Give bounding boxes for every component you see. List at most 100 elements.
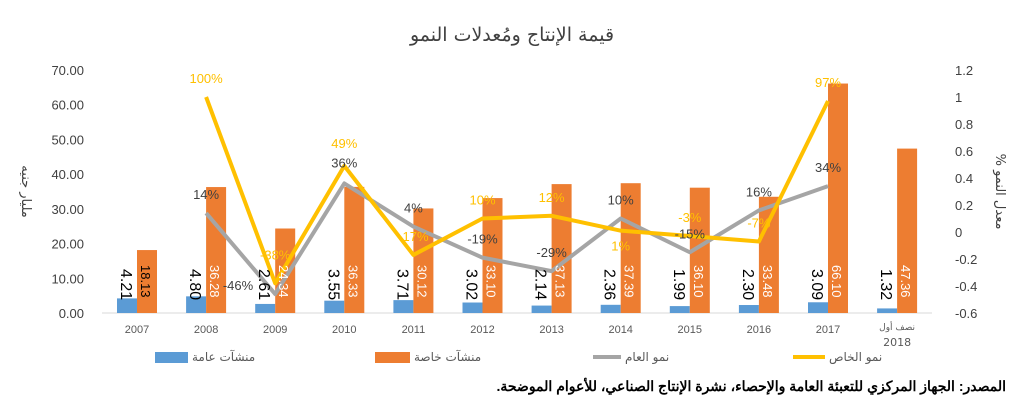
source-note: المصدر: الجهاز المركزي للتعبئة العامة وا… — [496, 378, 1007, 394]
bar-public — [186, 296, 207, 313]
line-private-growth — [204, 96, 830, 286]
y-right-tick-label: -0.4 — [955, 279, 977, 294]
bar-public — [808, 302, 828, 313]
bar-public — [117, 298, 137, 313]
bar-public-label: 3.55 — [324, 269, 341, 300]
bar-private — [897, 148, 918, 313]
y-left-tick-label: 50.00 — [51, 132, 84, 147]
x-tick-label: 2016 — [747, 324, 771, 336]
y-left-tick-label: 70.00 — [51, 63, 84, 78]
legend-swatch-private-growth — [793, 355, 825, 359]
y-right-tick-label: 0.2 — [955, 198, 973, 213]
bar-public — [462, 302, 483, 313]
y-right-tick-label: 0.6 — [955, 144, 973, 159]
private-growth-label: -7% — [747, 215, 771, 230]
x-tick-label-year: 2018 — [883, 336, 911, 349]
bar-public-label: 2.14 — [532, 269, 549, 300]
y-left-tick-label: 30.00 — [51, 202, 84, 217]
bar-public-label: 3.71 — [393, 269, 410, 300]
legend-item-private: منشآت خاصة — [375, 350, 481, 364]
y-left-axis-title: مليار جنيه — [18, 165, 33, 217]
bar-private-label: 37.39 — [622, 265, 637, 298]
y-right-tick-label: 1.2 — [955, 63, 973, 78]
private-growth-label: 49% — [331, 136, 357, 151]
bar-private — [344, 186, 365, 313]
private-growth-label: 12% — [539, 190, 565, 205]
y-left-tick-label: 20.00 — [51, 237, 84, 252]
private-growth-label: -17% — [398, 229, 429, 244]
bar-public-label: 2.30 — [739, 269, 756, 300]
bar-private — [275, 228, 296, 313]
y-right-tick-label: -0.2 — [955, 252, 977, 267]
bar-public-label: 4.21 — [117, 269, 134, 300]
bar-private — [620, 183, 641, 313]
bar-private-label: 37.13 — [553, 265, 568, 298]
legend-swatch-public-growth — [593, 355, 621, 359]
bar-private-label: 30.12 — [414, 265, 429, 298]
bar-public-label: 1.99 — [670, 269, 687, 300]
x-tick-label: 2017 — [816, 324, 840, 336]
legend-item-public: منشآت عامة — [155, 350, 255, 364]
public-growth-label: -15% — [675, 226, 706, 241]
public-growth-label: -46% — [223, 278, 254, 293]
y-left-tick-label: 10.00 — [51, 271, 84, 286]
x-tick-label: نصف أول — [879, 321, 915, 333]
bar-private-label: 24.34 — [276, 265, 291, 298]
chart-title: قيمة الإنتاج ومُعدلات النمو — [409, 24, 615, 46]
x-tick-label: 2013 — [539, 324, 563, 336]
public-growth-label: 16% — [746, 184, 772, 199]
x-tick-label: 2009 — [263, 324, 287, 336]
bar-private — [689, 187, 710, 313]
legend-swatch-public — [155, 351, 188, 363]
y-right-tick-label: 0.8 — [955, 117, 973, 132]
bar-private-label: 36.10 — [691, 265, 706, 298]
legend-label-public: منشآت عامة — [192, 350, 256, 364]
private-growth-label: 1% — [611, 239, 630, 254]
bar-public-label: 2.36 — [601, 269, 618, 300]
bar-public-label: 3.02 — [463, 269, 480, 300]
x-tick-label: 2011 — [402, 324, 426, 336]
bar-private-label: 66.10 — [829, 265, 844, 298]
y-right-tick-label: 0 — [955, 225, 962, 240]
x-tick-label: 2010 — [332, 324, 356, 336]
public-growth-label: 34% — [815, 160, 841, 175]
line-public-growth — [204, 181, 829, 297]
bar-public — [877, 308, 898, 313]
bar-public-label: 3.09 — [808, 269, 825, 300]
y-right-axis-title: % معدل النمو — [992, 154, 1007, 230]
legend-label-private-growth: نمو الخاص — [829, 350, 883, 364]
x-tick-label: 2015 — [678, 324, 702, 336]
bar-public — [531, 305, 552, 313]
bar-private-label: 18.13 — [138, 265, 153, 298]
bar-private-label: 36.33 — [345, 265, 360, 298]
public-growth-label: -29% — [536, 245, 567, 260]
bar-private — [828, 83, 848, 313]
bar-private — [758, 196, 779, 313]
public-growth-label: 36% — [331, 155, 357, 170]
bar-private — [137, 250, 157, 313]
legend-label-private: منشآت خاصة — [414, 350, 482, 364]
bar-public — [393, 300, 414, 313]
bar-public — [738, 305, 759, 313]
private-growth-label: -38% — [260, 247, 291, 262]
bar-private — [482, 198, 503, 313]
private-growth-label: 10% — [469, 193, 495, 208]
x-tick-label: 2008 — [194, 324, 218, 336]
private-growth-label: 100% — [189, 71, 223, 86]
y-right-tick-label: 0.4 — [955, 171, 973, 186]
public-growth-label: 4% — [404, 201, 423, 216]
x-tick-label: 2012 — [470, 324, 494, 336]
bar-public — [669, 306, 690, 313]
y-left-tick-label: 60.00 — [51, 98, 84, 113]
bar-public — [600, 304, 621, 313]
bar-private-label: 33.10 — [484, 265, 499, 298]
legend-swatch-private — [375, 351, 410, 363]
bar-public-label: 4.80 — [186, 269, 203, 300]
legend-label-public-growth: نمو العام — [625, 350, 670, 364]
public-growth-label: 14% — [193, 187, 219, 202]
legend-item-public-growth: نمو العام — [593, 350, 669, 364]
public-growth-label: -19% — [467, 232, 498, 247]
bar-public-label: 2.61 — [255, 269, 272, 300]
x-tick-label: 2014 — [608, 324, 632, 336]
